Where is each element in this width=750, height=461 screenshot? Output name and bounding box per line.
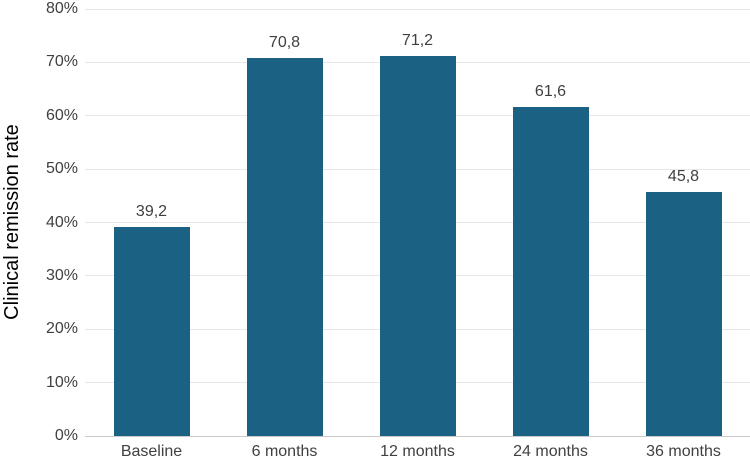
bar-value-label: 61,6 xyxy=(534,83,567,101)
bar-value-label: 45,8 xyxy=(667,167,700,185)
y-tick-label: 80% xyxy=(45,0,78,17)
y-tick-label: 0% xyxy=(54,427,78,444)
x-tick-label: Baseline xyxy=(120,443,183,460)
bar-value-label: 70,8 xyxy=(268,34,301,52)
y-tick-label: 50% xyxy=(45,160,78,178)
y-tick-label: 70% xyxy=(45,53,78,71)
y-tick-label: 40% xyxy=(45,213,78,231)
x-tick-label: 6 months xyxy=(251,443,318,460)
bar xyxy=(512,107,589,436)
x-tick-label: 24 months xyxy=(513,443,588,460)
bar-value-label: 71,2 xyxy=(401,31,434,49)
bar xyxy=(246,58,323,436)
y-tick-label: 30% xyxy=(45,266,78,284)
bar xyxy=(379,55,456,436)
x-tick-label: 36 months xyxy=(646,443,721,460)
y-gridline xyxy=(85,8,750,10)
x-axis-line xyxy=(85,435,750,437)
x-tick-label: 12 months xyxy=(380,443,455,460)
y-tick-label: 10% xyxy=(45,373,78,391)
y-tick-label: 60% xyxy=(45,106,78,124)
bar xyxy=(645,191,722,436)
bar xyxy=(113,226,190,436)
y-tick-label: 20% xyxy=(45,320,78,338)
bar-value-label: 39,2 xyxy=(135,202,168,220)
